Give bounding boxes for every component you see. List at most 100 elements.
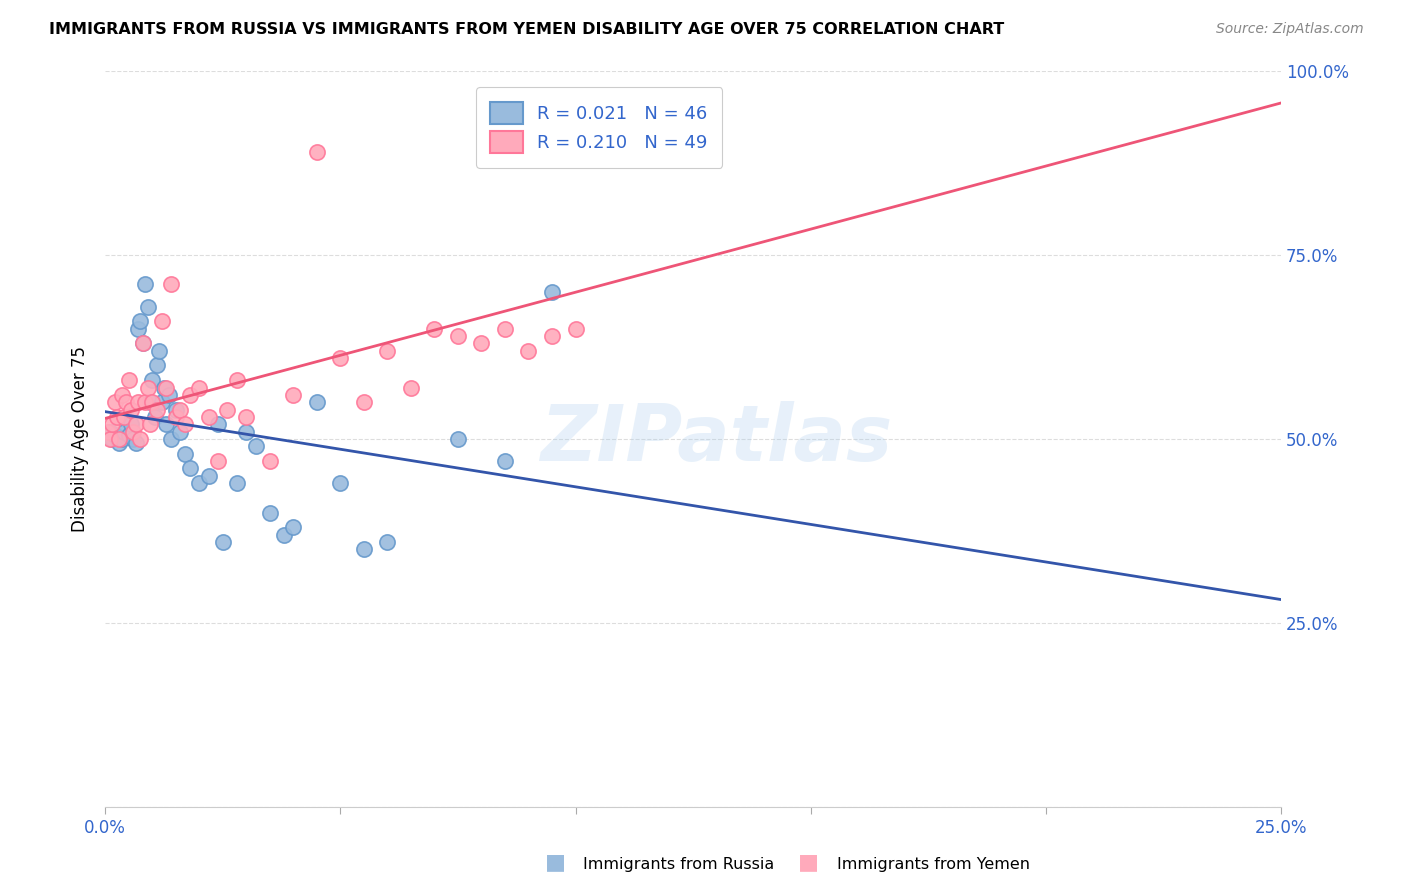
Point — [353, 542, 375, 557]
Point — [207, 417, 229, 432]
Point — [160, 277, 183, 292]
Point — [197, 468, 219, 483]
Point — [136, 380, 159, 394]
Point — [101, 417, 124, 432]
Point — [197, 409, 219, 424]
Point — [447, 329, 470, 343]
Point — [122, 432, 145, 446]
Point — [118, 373, 141, 387]
Point — [105, 409, 128, 424]
Point — [125, 435, 148, 450]
Legend: R = 0.021   N = 46, R = 0.210   N = 49: R = 0.021 N = 46, R = 0.210 N = 49 — [475, 87, 723, 168]
Point — [146, 359, 169, 373]
Text: Immigrants from Yemen: Immigrants from Yemen — [837, 857, 1029, 872]
Point — [235, 425, 257, 439]
Point — [564, 321, 586, 335]
Point — [188, 380, 211, 394]
Point — [517, 343, 540, 358]
Point — [118, 428, 141, 442]
Point — [174, 417, 197, 432]
Point — [283, 388, 305, 402]
Point — [150, 395, 173, 409]
Point — [169, 425, 191, 439]
Point — [97, 425, 120, 439]
Point — [141, 373, 163, 387]
Point — [132, 336, 155, 351]
Point — [101, 432, 124, 446]
Text: Source: ZipAtlas.com: Source: ZipAtlas.com — [1216, 22, 1364, 37]
Point — [112, 425, 135, 439]
Point — [127, 321, 149, 335]
Point — [98, 432, 121, 446]
Point — [225, 373, 247, 387]
Text: Immigrants from Russia: Immigrants from Russia — [583, 857, 775, 872]
Text: ■: ■ — [546, 853, 565, 872]
Point — [139, 417, 162, 432]
Point — [211, 535, 233, 549]
Point — [329, 476, 352, 491]
Point — [155, 380, 177, 394]
Point — [132, 336, 155, 351]
Point — [129, 432, 152, 446]
Point — [235, 409, 257, 424]
Y-axis label: Disability Age Over 75: Disability Age Over 75 — [72, 346, 89, 532]
Point — [399, 380, 422, 394]
Point — [259, 454, 281, 468]
Point — [108, 432, 131, 446]
Point — [305, 145, 328, 159]
Point — [165, 409, 187, 424]
Point — [423, 321, 446, 335]
Point — [111, 432, 134, 446]
Text: IMMIGRANTS FROM RUSSIA VS IMMIGRANTS FROM YEMEN DISABILITY AGE OVER 75 CORRELATI: IMMIGRANTS FROM RUSSIA VS IMMIGRANTS FRO… — [49, 22, 1004, 37]
Point — [273, 527, 295, 541]
Point — [112, 409, 135, 424]
Point — [120, 402, 142, 417]
Point — [150, 314, 173, 328]
Point — [179, 388, 201, 402]
Point — [169, 402, 191, 417]
Point — [98, 425, 121, 439]
Point — [129, 314, 152, 328]
Point — [148, 343, 170, 358]
Point — [207, 454, 229, 468]
Point — [104, 395, 127, 409]
Point — [305, 395, 328, 409]
Point — [377, 535, 399, 549]
Point — [259, 506, 281, 520]
Point — [104, 428, 127, 442]
Point — [122, 425, 145, 439]
Point — [470, 336, 492, 351]
Point — [225, 476, 247, 491]
Point — [111, 388, 134, 402]
Point — [134, 277, 156, 292]
Point — [155, 417, 177, 432]
Point — [139, 395, 162, 409]
Point — [541, 285, 564, 299]
Point — [541, 329, 564, 343]
Point — [134, 395, 156, 409]
Point — [174, 447, 197, 461]
Point — [612, 101, 634, 115]
Point — [143, 409, 166, 424]
Point — [157, 388, 180, 402]
Point — [141, 395, 163, 409]
Point — [329, 351, 352, 365]
Point — [153, 380, 176, 394]
Text: ZIPatlas: ZIPatlas — [540, 401, 893, 477]
Point — [494, 321, 516, 335]
Point — [115, 395, 138, 409]
Point — [188, 476, 211, 491]
Point — [447, 432, 470, 446]
Point — [120, 417, 142, 432]
Point — [353, 395, 375, 409]
Point — [179, 461, 201, 475]
Point — [245, 439, 267, 453]
Point — [283, 520, 305, 534]
Point — [160, 432, 183, 446]
Point — [127, 395, 149, 409]
Text: ■: ■ — [799, 853, 818, 872]
Point — [146, 402, 169, 417]
Point — [136, 300, 159, 314]
Point — [217, 402, 239, 417]
Point — [108, 435, 131, 450]
